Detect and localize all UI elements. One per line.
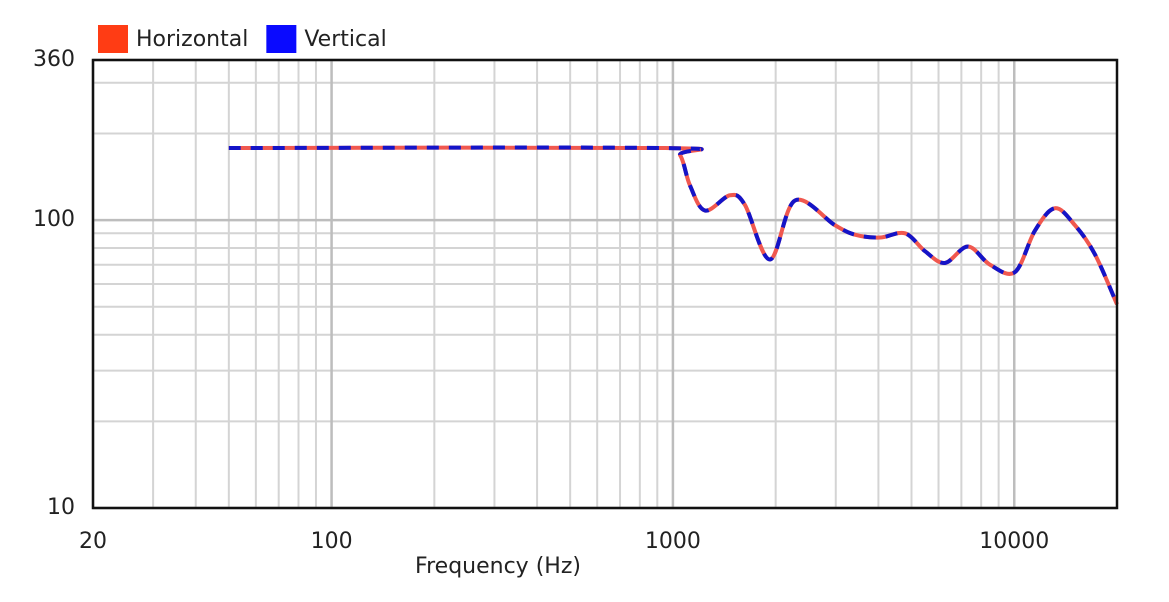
legend-swatch — [266, 25, 297, 53]
legend-label: Vertical — [304, 27, 386, 52]
plot-frame — [91, 58, 1119, 510]
x-tick-label: 100 — [311, 529, 353, 554]
x-tick-label: 20 — [79, 529, 107, 554]
y-tick-label: 100 — [33, 207, 75, 232]
x-tick-label: 10000 — [979, 529, 1049, 554]
grid — [91, 58, 1117, 510]
x-tick-label: 1000 — [645, 529, 701, 554]
plot-lines — [228, 145, 1119, 306]
legend-label: Horizontal — [136, 27, 248, 52]
y-tick-label: 10 — [47, 495, 75, 520]
series-line — [228, 145, 1119, 306]
x-axis-label: Frequency (Hz) — [415, 554, 581, 579]
legend-swatch — [98, 25, 128, 53]
y-tick-label: 360 — [33, 47, 75, 72]
